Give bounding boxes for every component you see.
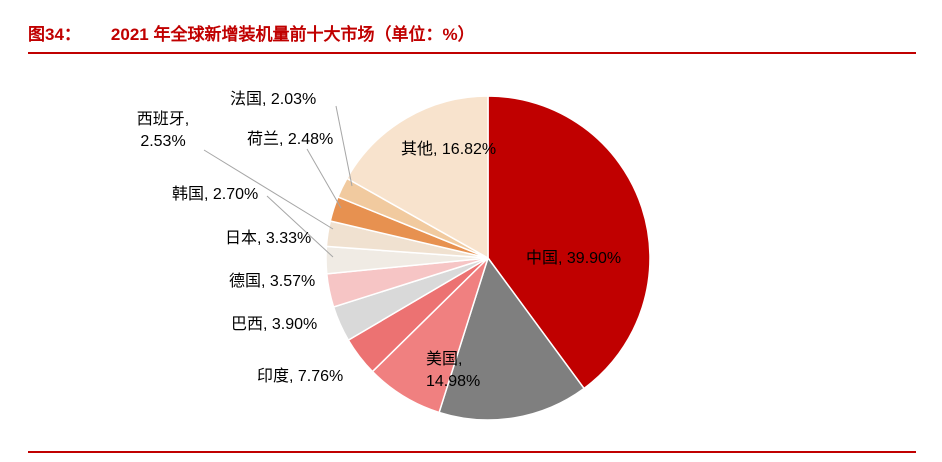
pie-label-usa: 美国, 14.98% <box>426 351 481 390</box>
figure-title: 2021 年全球新增装机量前十大市场（单位：%） <box>110 25 475 44</box>
figure-header: 图34： 2021 年全球新增装机量前十大市场（单位：%） <box>28 20 475 45</box>
pie-label-brazil: 巴西, 3.90% <box>231 316 318 333</box>
pie-slice-其他 <box>345 95 489 260</box>
leader-line-netherlands <box>306 148 342 209</box>
pie-label-india: 印度, 7.76% <box>257 368 344 385</box>
figure-number-label: 图34： <box>28 25 81 44</box>
pie-label-spain: 西班牙, 2.53% <box>136 111 190 150</box>
pie-label-china: 中国, 39.90% <box>526 250 622 267</box>
pie-label-netherlands: 荷兰, 2.48% <box>247 131 334 148</box>
leader-line-france <box>335 105 353 187</box>
footer-divider-line <box>28 451 916 453</box>
pie-label-france: 法国, 2.03% <box>230 91 317 108</box>
pie-label-others: 其他, 16.82% <box>401 141 497 158</box>
pie-label-korea: 韩国, 2.70% <box>172 186 259 203</box>
pie-label-japan: 日本, 3.33% <box>225 230 312 247</box>
header-divider-line <box>28 52 916 54</box>
leader-line-korea <box>266 195 334 258</box>
pie-label-germany: 德国, 3.57% <box>229 273 316 290</box>
leader-line-spain <box>203 149 334 230</box>
pie-slice-中国 <box>487 95 651 390</box>
